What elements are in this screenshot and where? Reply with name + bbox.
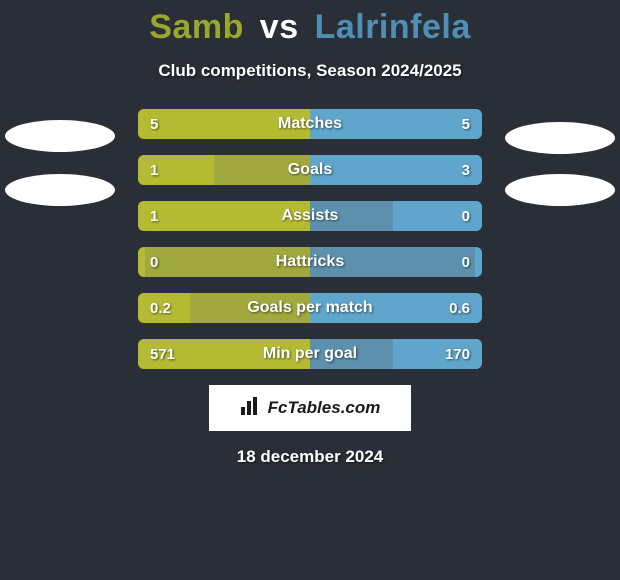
stat-value-right: 5: [462, 109, 470, 139]
stat-value-right: 0: [462, 201, 470, 231]
bars-logo-icon: [240, 397, 262, 420]
source-badge: FcTables.com: [209, 385, 411, 431]
stat-value-left: 1: [150, 201, 158, 231]
stat-value-left: 571: [150, 339, 175, 369]
stat-value-right: 0.6: [449, 293, 470, 323]
stat-bar-left: [138, 201, 310, 231]
stat-bar-right: [475, 247, 482, 277]
stat-value-left: 0: [150, 247, 158, 277]
stat-value-right: 3: [462, 155, 470, 185]
stat-row: 571170Min per goal: [138, 339, 482, 369]
badge-text: FcTables.com: [268, 398, 381, 418]
stat-value-left: 0.2: [150, 293, 171, 323]
stat-row: 55Matches: [138, 109, 482, 139]
stat-value-left: 5: [150, 109, 158, 139]
stat-row: 00Hattricks: [138, 247, 482, 277]
stat-value-left: 1: [150, 155, 158, 185]
player1-name: Samb: [149, 8, 244, 46]
stats-chart: 55Matches13Goals10Assists00Hattricks0.20…: [0, 109, 620, 369]
stat-row: 10Assists: [138, 201, 482, 231]
page-title: Samb vs Lalrinfela: [0, 0, 620, 47]
stat-bar-left: [138, 247, 145, 277]
subtitle: Club competitions, Season 2024/2025: [0, 61, 620, 81]
vs-text: vs: [260, 8, 299, 46]
stat-row: 0.20.6Goals per match: [138, 293, 482, 323]
stat-bar-right: [310, 155, 482, 185]
stat-bar-left: [138, 109, 310, 139]
stat-bar-right: [310, 109, 482, 139]
stat-row: 13Goals: [138, 155, 482, 185]
stat-value-right: 170: [445, 339, 470, 369]
stat-row-bg: [138, 247, 482, 277]
stat-value-right: 0: [462, 247, 470, 277]
player2-name: Lalrinfela: [315, 8, 471, 46]
date-text: 18 december 2024: [0, 447, 620, 467]
